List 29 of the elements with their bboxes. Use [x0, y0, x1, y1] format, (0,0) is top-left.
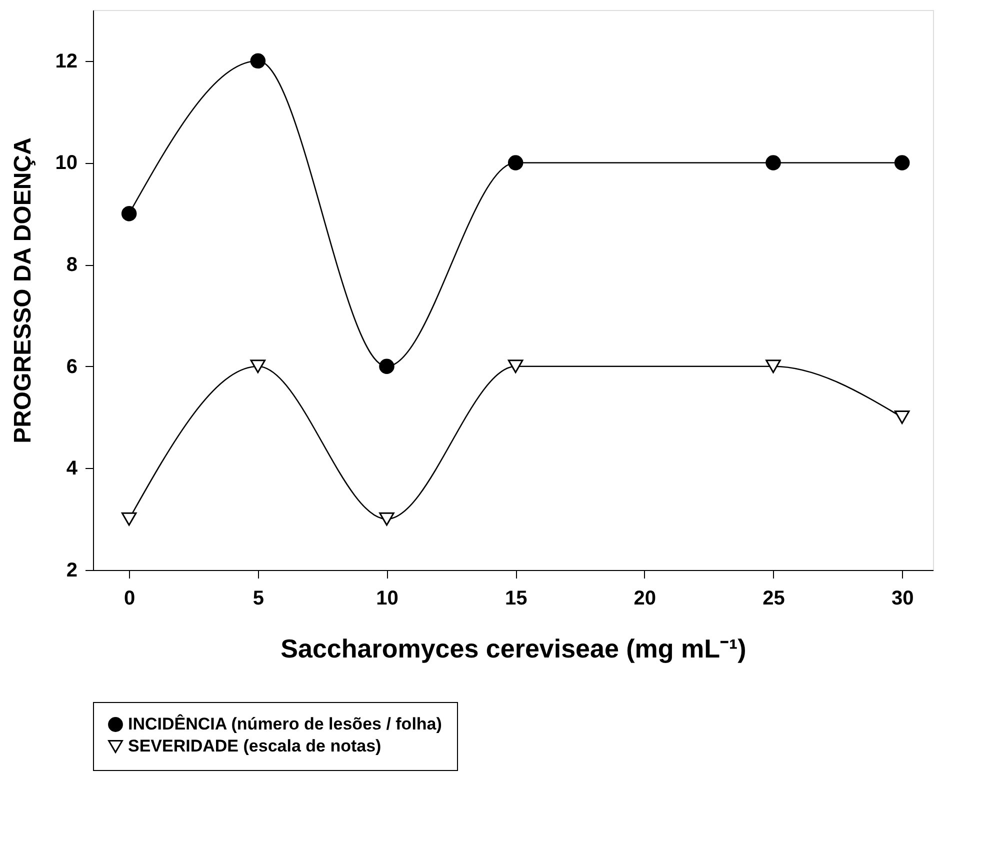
point	[894, 155, 910, 170]
point	[379, 512, 394, 526]
point	[766, 360, 781, 374]
point	[121, 512, 137, 526]
point	[508, 155, 524, 170]
y-tick-label: 10	[55, 152, 78, 174]
point	[379, 358, 394, 374]
x-tick-label: 0	[124, 588, 136, 610]
y-axis-title: PROGRESSO DA DOENÇA	[9, 138, 36, 444]
y-tick-label: 12	[55, 50, 78, 72]
x-tick-label: 25	[762, 588, 785, 610]
x-tick-label: 5	[252, 588, 264, 610]
y-tick-label: 8	[66, 254, 78, 276]
point	[894, 410, 910, 424]
legend-label: SEVERIDADE (escala de notas)	[128, 736, 382, 756]
x-tick-label: 20	[634, 588, 656, 610]
point	[766, 155, 781, 170]
x-tick-label: 30	[891, 588, 914, 610]
x-tick-label: 10	[376, 588, 398, 610]
y-tick-label: 6	[66, 356, 78, 378]
point	[250, 53, 266, 69]
x-tick-label: 15	[504, 588, 528, 610]
point	[250, 360, 266, 374]
point	[508, 360, 524, 374]
point	[121, 206, 137, 222]
x-axis-title: Saccharomyces cereviseae (mg mL⁻¹)	[280, 634, 746, 664]
y-tick-label: 2	[66, 560, 78, 582]
y-tick-label: 4	[66, 458, 78, 480]
legend-label: INCIDÊNCIA (número de lesões / folha)	[128, 714, 442, 734]
